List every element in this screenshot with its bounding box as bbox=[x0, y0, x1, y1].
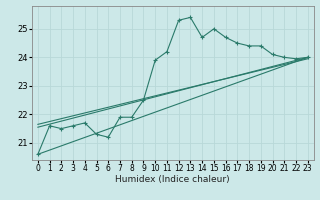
X-axis label: Humidex (Indice chaleur): Humidex (Indice chaleur) bbox=[116, 175, 230, 184]
